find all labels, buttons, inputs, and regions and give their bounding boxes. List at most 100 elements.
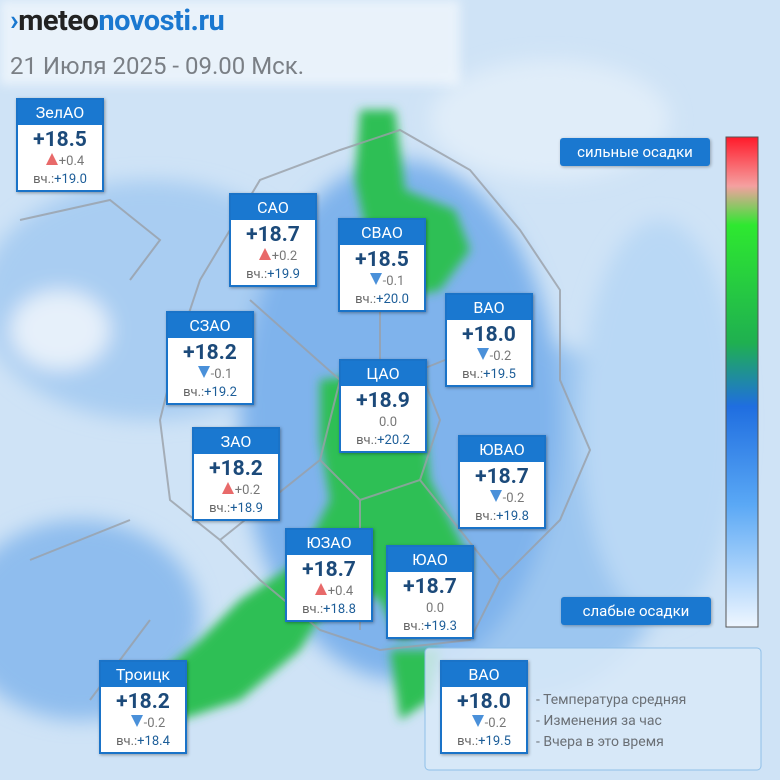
yesterday-label: вч.: bbox=[356, 433, 378, 448]
district-card: СВАО +18.5 -0.1 вч.:+20.0 bbox=[338, 218, 426, 312]
trend-arrow bbox=[369, 273, 382, 285]
hourly-change: +0.2 bbox=[194, 482, 278, 500]
district-name: СЗАО bbox=[168, 313, 252, 338]
district-name: ЗелАО bbox=[18, 100, 102, 125]
yesterday-value: +19.9 bbox=[267, 267, 300, 282]
yesterday: вч.:+19.0 bbox=[18, 171, 102, 190]
trend-arrow bbox=[476, 348, 489, 360]
district-name: ЮВАО bbox=[460, 437, 544, 462]
precipitation-scale-bar bbox=[725, 136, 759, 628]
yesterday: вч.:+18.4 bbox=[101, 733, 185, 752]
district-card: Троицк +18.2 -0.2 вч.:+18.4 bbox=[99, 660, 187, 754]
logo-suffix: novosti.ru bbox=[98, 4, 225, 38]
change-value: -0.1 bbox=[210, 367, 233, 382]
trend-arrow bbox=[130, 715, 143, 727]
yesterday: вч.:+19.3 bbox=[388, 618, 472, 637]
legend-items: - Температура средняя - Изменения за час -… bbox=[536, 690, 686, 753]
temperature: +18.7 bbox=[302, 558, 356, 582]
change-value: +0.2 bbox=[271, 249, 298, 264]
trend-arrow bbox=[314, 583, 327, 595]
yesterday-value: +19.5 bbox=[478, 734, 511, 749]
hourly-change: +0.4 bbox=[18, 153, 102, 171]
district-card: ЗелАО +18.5 +0.4 вч.:+19.0 bbox=[16, 98, 104, 192]
temperature: +18.5 bbox=[33, 128, 87, 152]
hourly-change: 0.0 bbox=[388, 600, 472, 618]
yesterday-label: вч.: bbox=[209, 501, 231, 516]
yesterday: вч.:+19.8 bbox=[460, 508, 544, 527]
change-value: -0.2 bbox=[143, 716, 166, 731]
yesterday-label: вч.: bbox=[475, 509, 497, 524]
hourly-change: 0.0 bbox=[341, 414, 425, 432]
temperature: +18.7 bbox=[475, 465, 529, 489]
district-name: САО bbox=[231, 195, 315, 220]
temperature: +18.7 bbox=[403, 575, 457, 599]
district-name: СВАО bbox=[340, 220, 424, 245]
district-card: ЮАО +18.7 0.0 вч.:+19.3 bbox=[386, 545, 474, 639]
temperature: +18.2 bbox=[116, 690, 170, 714]
yesterday-label: вч.: bbox=[462, 367, 484, 382]
district-name: ВАО bbox=[442, 662, 526, 687]
trend-arrow bbox=[221, 482, 234, 494]
hourly-change: -0.2 bbox=[460, 490, 544, 508]
hourly-change: +0.4 bbox=[287, 583, 371, 601]
temperature: +18.5 bbox=[355, 248, 409, 272]
yesterday: вч.:+19.5 bbox=[442, 733, 526, 752]
yesterday: вч.:+19.2 bbox=[168, 384, 252, 403]
district-name: ЮАО bbox=[388, 547, 472, 572]
trend-arrow bbox=[489, 490, 502, 502]
yesterday: вч.:+20.0 bbox=[340, 291, 424, 310]
trend-arrow bbox=[197, 366, 210, 378]
date: 21 Июля 2025 - 09.00 Мск. bbox=[10, 52, 305, 80]
yesterday-value: +19.0 bbox=[54, 172, 87, 187]
legend-item: - Температура средняя bbox=[536, 692, 687, 708]
district-name: Троицк bbox=[101, 662, 185, 687]
trend-arrow bbox=[258, 248, 271, 260]
hourly-change: +0.2 bbox=[231, 248, 315, 266]
district-card: ЮВАО +18.7 -0.2 вч.:+19.8 bbox=[458, 435, 546, 529]
trend-arrow bbox=[45, 153, 58, 165]
yesterday-label: вч.: bbox=[33, 172, 55, 187]
temperature: +18.2 bbox=[209, 457, 263, 481]
yesterday-label: вч.: bbox=[457, 734, 479, 749]
yesterday-value: +19.8 bbox=[496, 509, 529, 524]
temperature: +18.9 bbox=[356, 389, 410, 413]
yesterday: вч.:+18.8 bbox=[287, 601, 371, 620]
yesterday: вч.:+19.9 bbox=[231, 266, 315, 285]
change-value: -0.2 bbox=[484, 716, 507, 731]
change-value: 0.0 bbox=[378, 415, 398, 430]
hourly-change: -0.1 bbox=[340, 273, 424, 291]
temperature: +18.7 bbox=[246, 223, 300, 247]
yesterday-value: +18.4 bbox=[137, 734, 170, 749]
change-value: -0.2 bbox=[502, 491, 525, 506]
district-name: ЦАО bbox=[341, 361, 425, 386]
yesterday: вч.:+20.2 bbox=[341, 432, 425, 451]
scale-label-weak: слабые осадки bbox=[561, 597, 711, 625]
yesterday-value: +18.9 bbox=[230, 501, 263, 516]
yesterday: вч.:+19.5 bbox=[447, 366, 531, 385]
district-card: ВАО +18.0 -0.2 вч.:+19.5 bbox=[445, 293, 533, 387]
district-card: ЗАО +18.2 +0.2 вч.:+18.9 bbox=[192, 427, 280, 521]
hourly-change: -0.2 bbox=[447, 348, 531, 366]
district-card: ЦАО +18.9 0.0 вч.:+20.2 bbox=[339, 359, 427, 453]
yesterday-label: вч.: bbox=[403, 619, 425, 634]
legend-item: - Вчера в это время bbox=[536, 734, 664, 750]
yesterday-value: +19.3 bbox=[424, 619, 457, 634]
hourly-change: -0.2 bbox=[101, 715, 185, 733]
district-name: ЮЗАО bbox=[287, 530, 371, 555]
yesterday: вч.:+18.9 bbox=[194, 500, 278, 519]
district-card: САО +18.7 +0.2 вч.:+19.9 bbox=[229, 193, 317, 287]
change-value: +0.4 bbox=[58, 154, 85, 169]
legend-item: - Изменения за час bbox=[536, 713, 662, 729]
yesterday-value: +19.5 bbox=[483, 367, 516, 382]
change-value: -0.2 bbox=[489, 349, 512, 364]
yesterday-label: вч.: bbox=[246, 267, 268, 282]
hourly-change: -0.1 bbox=[168, 366, 252, 384]
header-backdrop bbox=[0, 0, 460, 85]
yesterday-label: вч.: bbox=[355, 292, 377, 307]
temperature: +18.0 bbox=[462, 323, 516, 347]
change-value: -0.1 bbox=[382, 274, 405, 289]
yesterday-value: +19.2 bbox=[204, 385, 237, 400]
temperature: +18.2 bbox=[183, 341, 237, 365]
district-card: ВАО +18.0 -0.2 вч.:+19.5 bbox=[440, 660, 528, 754]
